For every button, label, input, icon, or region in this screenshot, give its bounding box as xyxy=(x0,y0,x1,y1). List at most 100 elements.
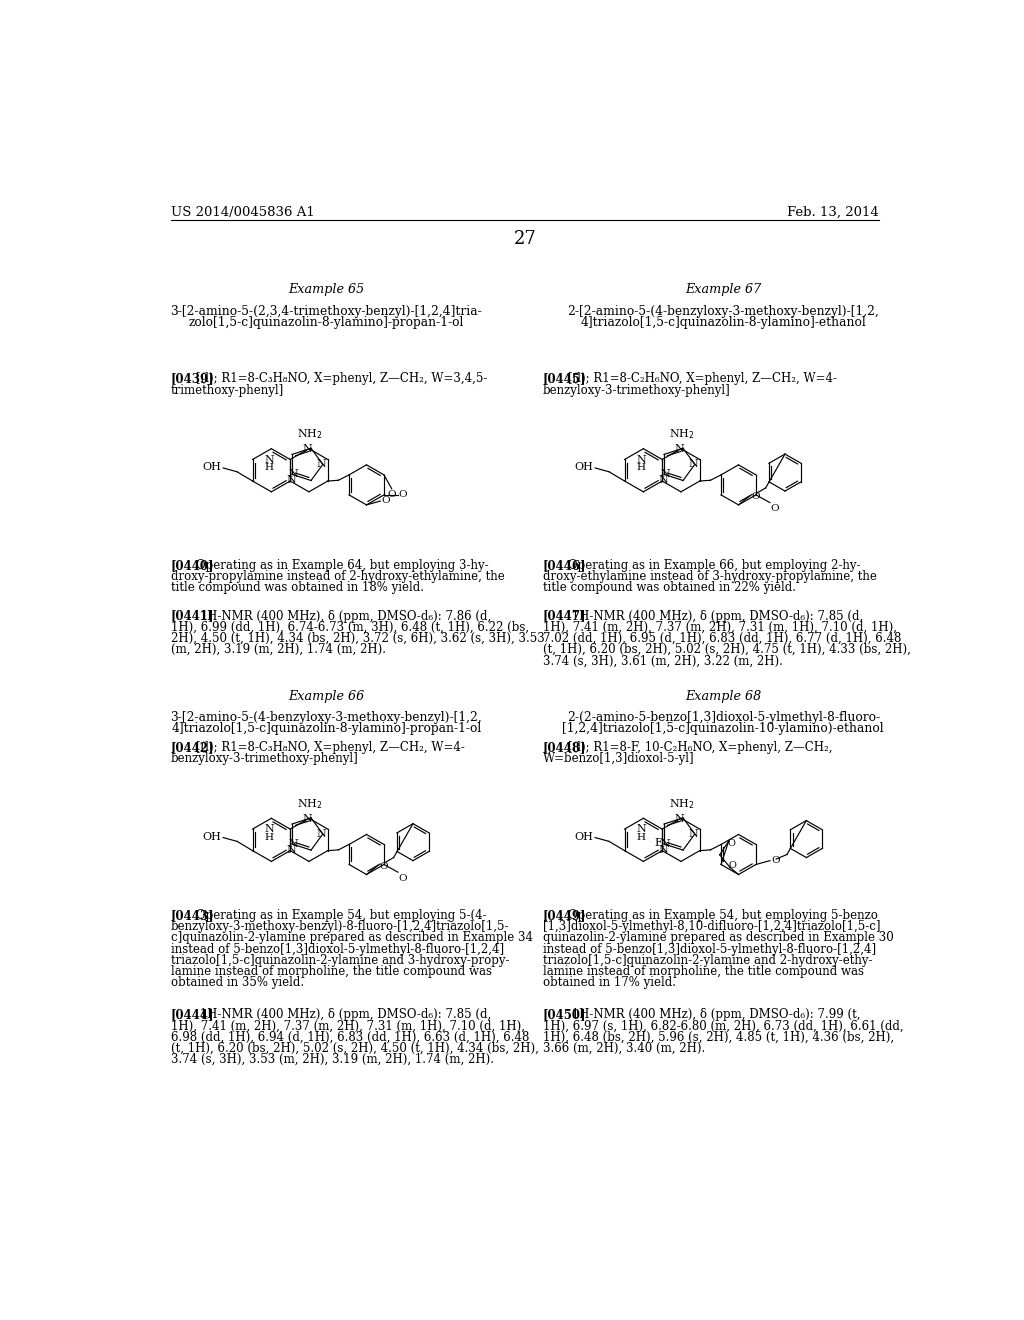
Text: O: O xyxy=(771,504,779,513)
Text: [1,2,4]triazolo[1,5-c]quinazolin-10-ylamino)-ethanol: [1,2,4]triazolo[1,5-c]quinazolin-10-ylam… xyxy=(562,722,884,735)
Text: 1H), 6.97 (s, 1H), 6.82-6.80 (m, 2H), 6.73 (dd, 1H), 6.61 (dd,: 1H), 6.97 (s, 1H), 6.82-6.80 (m, 2H), 6.… xyxy=(543,1019,903,1032)
Text: N: N xyxy=(688,829,698,840)
Text: OH: OH xyxy=(573,462,593,473)
Text: 3.66 (m, 2H), 3.40 (m, 2H).: 3.66 (m, 2H), 3.40 (m, 2H). xyxy=(543,1041,705,1055)
Text: N: N xyxy=(688,459,698,470)
Text: [(l); R1=8-C₃H₈NO, X=phenyl, Z—CH₂, W=3,4,5-: [(l); R1=8-C₃H₈NO, X=phenyl, Z—CH₂, W=3,… xyxy=(196,372,486,385)
Text: 1H-NMR (400 MHz), δ (ppm, DMSO-d₆): 7.85 (d,: 1H-NMR (400 MHz), δ (ppm, DMSO-d₆): 7.85… xyxy=(196,1008,490,1022)
Text: trimethoxy-phenyl]: trimethoxy-phenyl] xyxy=(171,384,284,396)
Text: N: N xyxy=(316,829,326,840)
Text: obtained in 35% yield.: obtained in 35% yield. xyxy=(171,977,304,989)
Text: N: N xyxy=(264,455,274,465)
Text: OH: OH xyxy=(573,832,593,842)
Text: N: N xyxy=(660,840,671,849)
Text: 27: 27 xyxy=(513,230,537,248)
Text: N: N xyxy=(636,825,646,834)
Text: Example 67: Example 67 xyxy=(685,284,761,296)
Text: 7.02 (dd, 1H), 6.95 (d, 1H), 6.83 (dd, 1H), 6.77 (d, 1H), 6.48: 7.02 (dd, 1H), 6.95 (d, 1H), 6.83 (dd, 1… xyxy=(543,632,901,645)
Text: H: H xyxy=(637,833,645,842)
Text: N: N xyxy=(675,445,684,454)
Text: N: N xyxy=(289,840,298,849)
Text: O: O xyxy=(752,492,760,500)
Text: [0447]: [0447] xyxy=(543,610,586,623)
Text: 4]triazolo[1,5-c]quinazolin-8-ylamino]-ethanol: 4]triazolo[1,5-c]quinazolin-8-ylamino]-e… xyxy=(581,315,866,329)
Text: quinazolin-2-ylamine prepared as described in Example 30: quinazolin-2-ylamine prepared as describ… xyxy=(543,932,893,945)
Text: NH$_2$: NH$_2$ xyxy=(669,428,694,441)
Text: OH: OH xyxy=(202,832,221,842)
Text: 6.98 (dd, 1H), 6.94 (d, 1H), 6.83 (dd, 1H), 6.63 (d, 1H), 6.48: 6.98 (dd, 1H), 6.94 (d, 1H), 6.83 (dd, 1… xyxy=(171,1031,529,1044)
Text: [0449]: [0449] xyxy=(543,909,586,923)
Text: [0446]: [0446] xyxy=(543,558,586,572)
Text: OH: OH xyxy=(202,462,221,473)
Text: N: N xyxy=(658,475,669,486)
Text: N: N xyxy=(636,455,646,465)
Text: triazolo[1,5-c]quinazolin-2-ylamine and 2-hydroxy-ethy-: triazolo[1,5-c]quinazolin-2-ylamine and … xyxy=(543,954,872,966)
Text: NH$_2$: NH$_2$ xyxy=(669,797,694,810)
Text: [0440]: [0440] xyxy=(171,558,214,572)
Text: title compound was obtained in 18% yield.: title compound was obtained in 18% yield… xyxy=(171,581,424,594)
Text: 2-[2-amino-5-(4-benzyloxy-3-methoxy-benzyl)-[1,2,: 2-[2-amino-5-(4-benzyloxy-3-methoxy-benz… xyxy=(567,305,880,318)
Text: droxy-propylamine instead of 2-hydroxy-ethylamine, the: droxy-propylamine instead of 2-hydroxy-e… xyxy=(171,570,505,583)
Text: N: N xyxy=(289,470,298,479)
Text: 3-[2-amino-5-(4-benzyloxy-3-methoxy-benzyl)-[1,2,: 3-[2-amino-5-(4-benzyloxy-3-methoxy-benz… xyxy=(171,711,482,725)
Text: N: N xyxy=(302,814,312,824)
Text: [0439]: [0439] xyxy=(171,372,214,385)
Text: instead of 5-benzo[1,3]dioxol-5-ylmethyl-8-fluoro-[1,2,4]: instead of 5-benzo[1,3]dioxol-5-ylmethyl… xyxy=(171,942,504,956)
Text: F: F xyxy=(654,838,663,849)
Text: Feb. 13, 2014: Feb. 13, 2014 xyxy=(787,206,879,219)
Text: [0448]: [0448] xyxy=(543,742,586,754)
Text: H: H xyxy=(264,833,273,842)
Text: [(l); R1=8-C₂H₆NO, X=phenyl, Z—CH₂, W=4-: [(l); R1=8-C₂H₆NO, X=phenyl, Z—CH₂, W=4- xyxy=(567,372,837,385)
Text: 3-[2-amino-5-(2,3,4-trimethoxy-benzyl)-[1,2,4]tria-: 3-[2-amino-5-(2,3,4-trimethoxy-benzyl)-[… xyxy=(171,305,482,318)
Text: benzyloxy-3-trimethoxy-phenyl]: benzyloxy-3-trimethoxy-phenyl] xyxy=(171,752,358,766)
Text: O: O xyxy=(771,857,780,865)
Text: O: O xyxy=(381,496,390,504)
Text: title compound was obtained in 22% yield.: title compound was obtained in 22% yield… xyxy=(543,581,796,594)
Text: O: O xyxy=(398,491,408,499)
Text: N: N xyxy=(264,825,274,834)
Text: benzyloxy-3-methoxy-benzyl)-8-fluoro-[1,2,4]triazolo[1,5-: benzyloxy-3-methoxy-benzyl)-8-fluoro-[1,… xyxy=(171,920,509,933)
Text: Operating as in Example 54, but employing 5-benzo: Operating as in Example 54, but employin… xyxy=(567,909,878,923)
Text: NH$_2$: NH$_2$ xyxy=(297,797,323,810)
Text: benzyloxy-3-trimethoxy-phenyl]: benzyloxy-3-trimethoxy-phenyl] xyxy=(543,384,730,396)
Text: 2-(2-amino-5-benzo[1,3]dioxol-5-ylmethyl-8-fluoro-: 2-(2-amino-5-benzo[1,3]dioxol-5-ylmethyl… xyxy=(566,711,880,725)
Text: (t, 1H), 6.20 (bs, 2H), 5.02 (s, 2H), 4.75 (t, 1H), 4.33 (bs, 2H),: (t, 1H), 6.20 (bs, 2H), 5.02 (s, 2H), 4.… xyxy=(543,643,910,656)
Text: N: N xyxy=(287,475,297,486)
Text: Operating as in Example 64, but employing 3-hy-: Operating as in Example 64, but employin… xyxy=(196,558,488,572)
Text: H: H xyxy=(637,463,645,473)
Text: [0444]: [0444] xyxy=(171,1008,214,1022)
Text: 4]triazolo[1,5-c]quinazolin-8-ylamino]-propan-1-ol: 4]triazolo[1,5-c]quinazolin-8-ylamino]-p… xyxy=(171,722,481,735)
Text: O: O xyxy=(398,874,408,883)
Text: Example 66: Example 66 xyxy=(289,690,365,704)
Text: NH$_2$: NH$_2$ xyxy=(297,428,323,441)
Text: O: O xyxy=(727,840,735,847)
Text: O: O xyxy=(380,862,388,870)
Text: 1H), 7.41 (m, 2H), 7.37 (m, 2H), 7.31 (m, 1H), 7.10 (d, 1H),: 1H), 7.41 (m, 2H), 7.37 (m, 2H), 7.31 (m… xyxy=(171,1019,524,1032)
Text: 1H-NMR (400 MHz), δ (ppm, DMSO-d₆): 7.99 (t,: 1H-NMR (400 MHz), δ (ppm, DMSO-d₆): 7.99… xyxy=(567,1008,860,1022)
Text: [0445]: [0445] xyxy=(543,372,586,385)
Text: 1H), 7.41 (m, 2H), 7.37 (m, 2H), 7.31 (m, 1H), 7.10 (d, 1H),: 1H), 7.41 (m, 2H), 7.37 (m, 2H), 7.31 (m… xyxy=(543,620,897,634)
Text: 3.74 (s, 3H), 3.61 (m, 2H), 3.22 (m, 2H).: 3.74 (s, 3H), 3.61 (m, 2H), 3.22 (m, 2H)… xyxy=(543,655,782,668)
Text: H: H xyxy=(264,463,273,473)
Text: 1H), 6.48 (bs, 2H), 5.96 (s, 2H), 4.85 (t, 1H), 4.36 (bs, 2H),: 1H), 6.48 (bs, 2H), 5.96 (s, 2H), 4.85 (… xyxy=(543,1031,894,1044)
Text: (m, 2H), 3.19 (m, 2H), 1.74 (m, 2H).: (m, 2H), 3.19 (m, 2H), 1.74 (m, 2H). xyxy=(171,643,386,656)
Text: N: N xyxy=(675,814,684,824)
Text: 1H-NMR (400 MHz), δ (ppm, DMSO-d₆): 7.85 (d,: 1H-NMR (400 MHz), δ (ppm, DMSO-d₆): 7.85… xyxy=(567,610,863,623)
Text: N: N xyxy=(658,845,669,855)
Text: O: O xyxy=(387,490,396,499)
Text: Operating as in Example 66, but employing 2-hy-: Operating as in Example 66, but employin… xyxy=(567,558,860,572)
Text: N: N xyxy=(316,459,326,470)
Text: [0442]: [0442] xyxy=(171,742,214,754)
Text: Example 68: Example 68 xyxy=(685,690,761,704)
Text: zolo[1,5-c]quinazolin-8-ylamino]-propan-1-ol: zolo[1,5-c]quinazolin-8-ylamino]-propan-… xyxy=(188,315,464,329)
Text: [(l); R1=8-C₃H₈NO, X=phenyl, Z—CH₂, W=4-: [(l); R1=8-C₃H₈NO, X=phenyl, Z—CH₂, W=4- xyxy=(196,742,464,754)
Text: droxy-ethylamine instead of 3-hydroxy-propylamine, the: droxy-ethylamine instead of 3-hydroxy-pr… xyxy=(543,570,877,583)
Text: lamine instead of morpholine, the title compound was: lamine instead of morpholine, the title … xyxy=(171,965,492,978)
Text: N: N xyxy=(660,470,671,479)
Text: instead of 5-benzo[1,3]dioxol-5-ylmethyl-8-fluoro-[1,2,4]: instead of 5-benzo[1,3]dioxol-5-ylmethyl… xyxy=(543,942,876,956)
Text: 3.74 (s, 3H), 3.53 (m, 2H), 3.19 (m, 2H), 1.74 (m, 2H).: 3.74 (s, 3H), 3.53 (m, 2H), 3.19 (m, 2H)… xyxy=(171,1053,494,1067)
Text: lamine instead of morpholine, the title compound was: lamine instead of morpholine, the title … xyxy=(543,965,863,978)
Text: obtained in 17% yield.: obtained in 17% yield. xyxy=(543,977,676,989)
Text: [0443]: [0443] xyxy=(171,909,214,923)
Text: N: N xyxy=(287,845,297,855)
